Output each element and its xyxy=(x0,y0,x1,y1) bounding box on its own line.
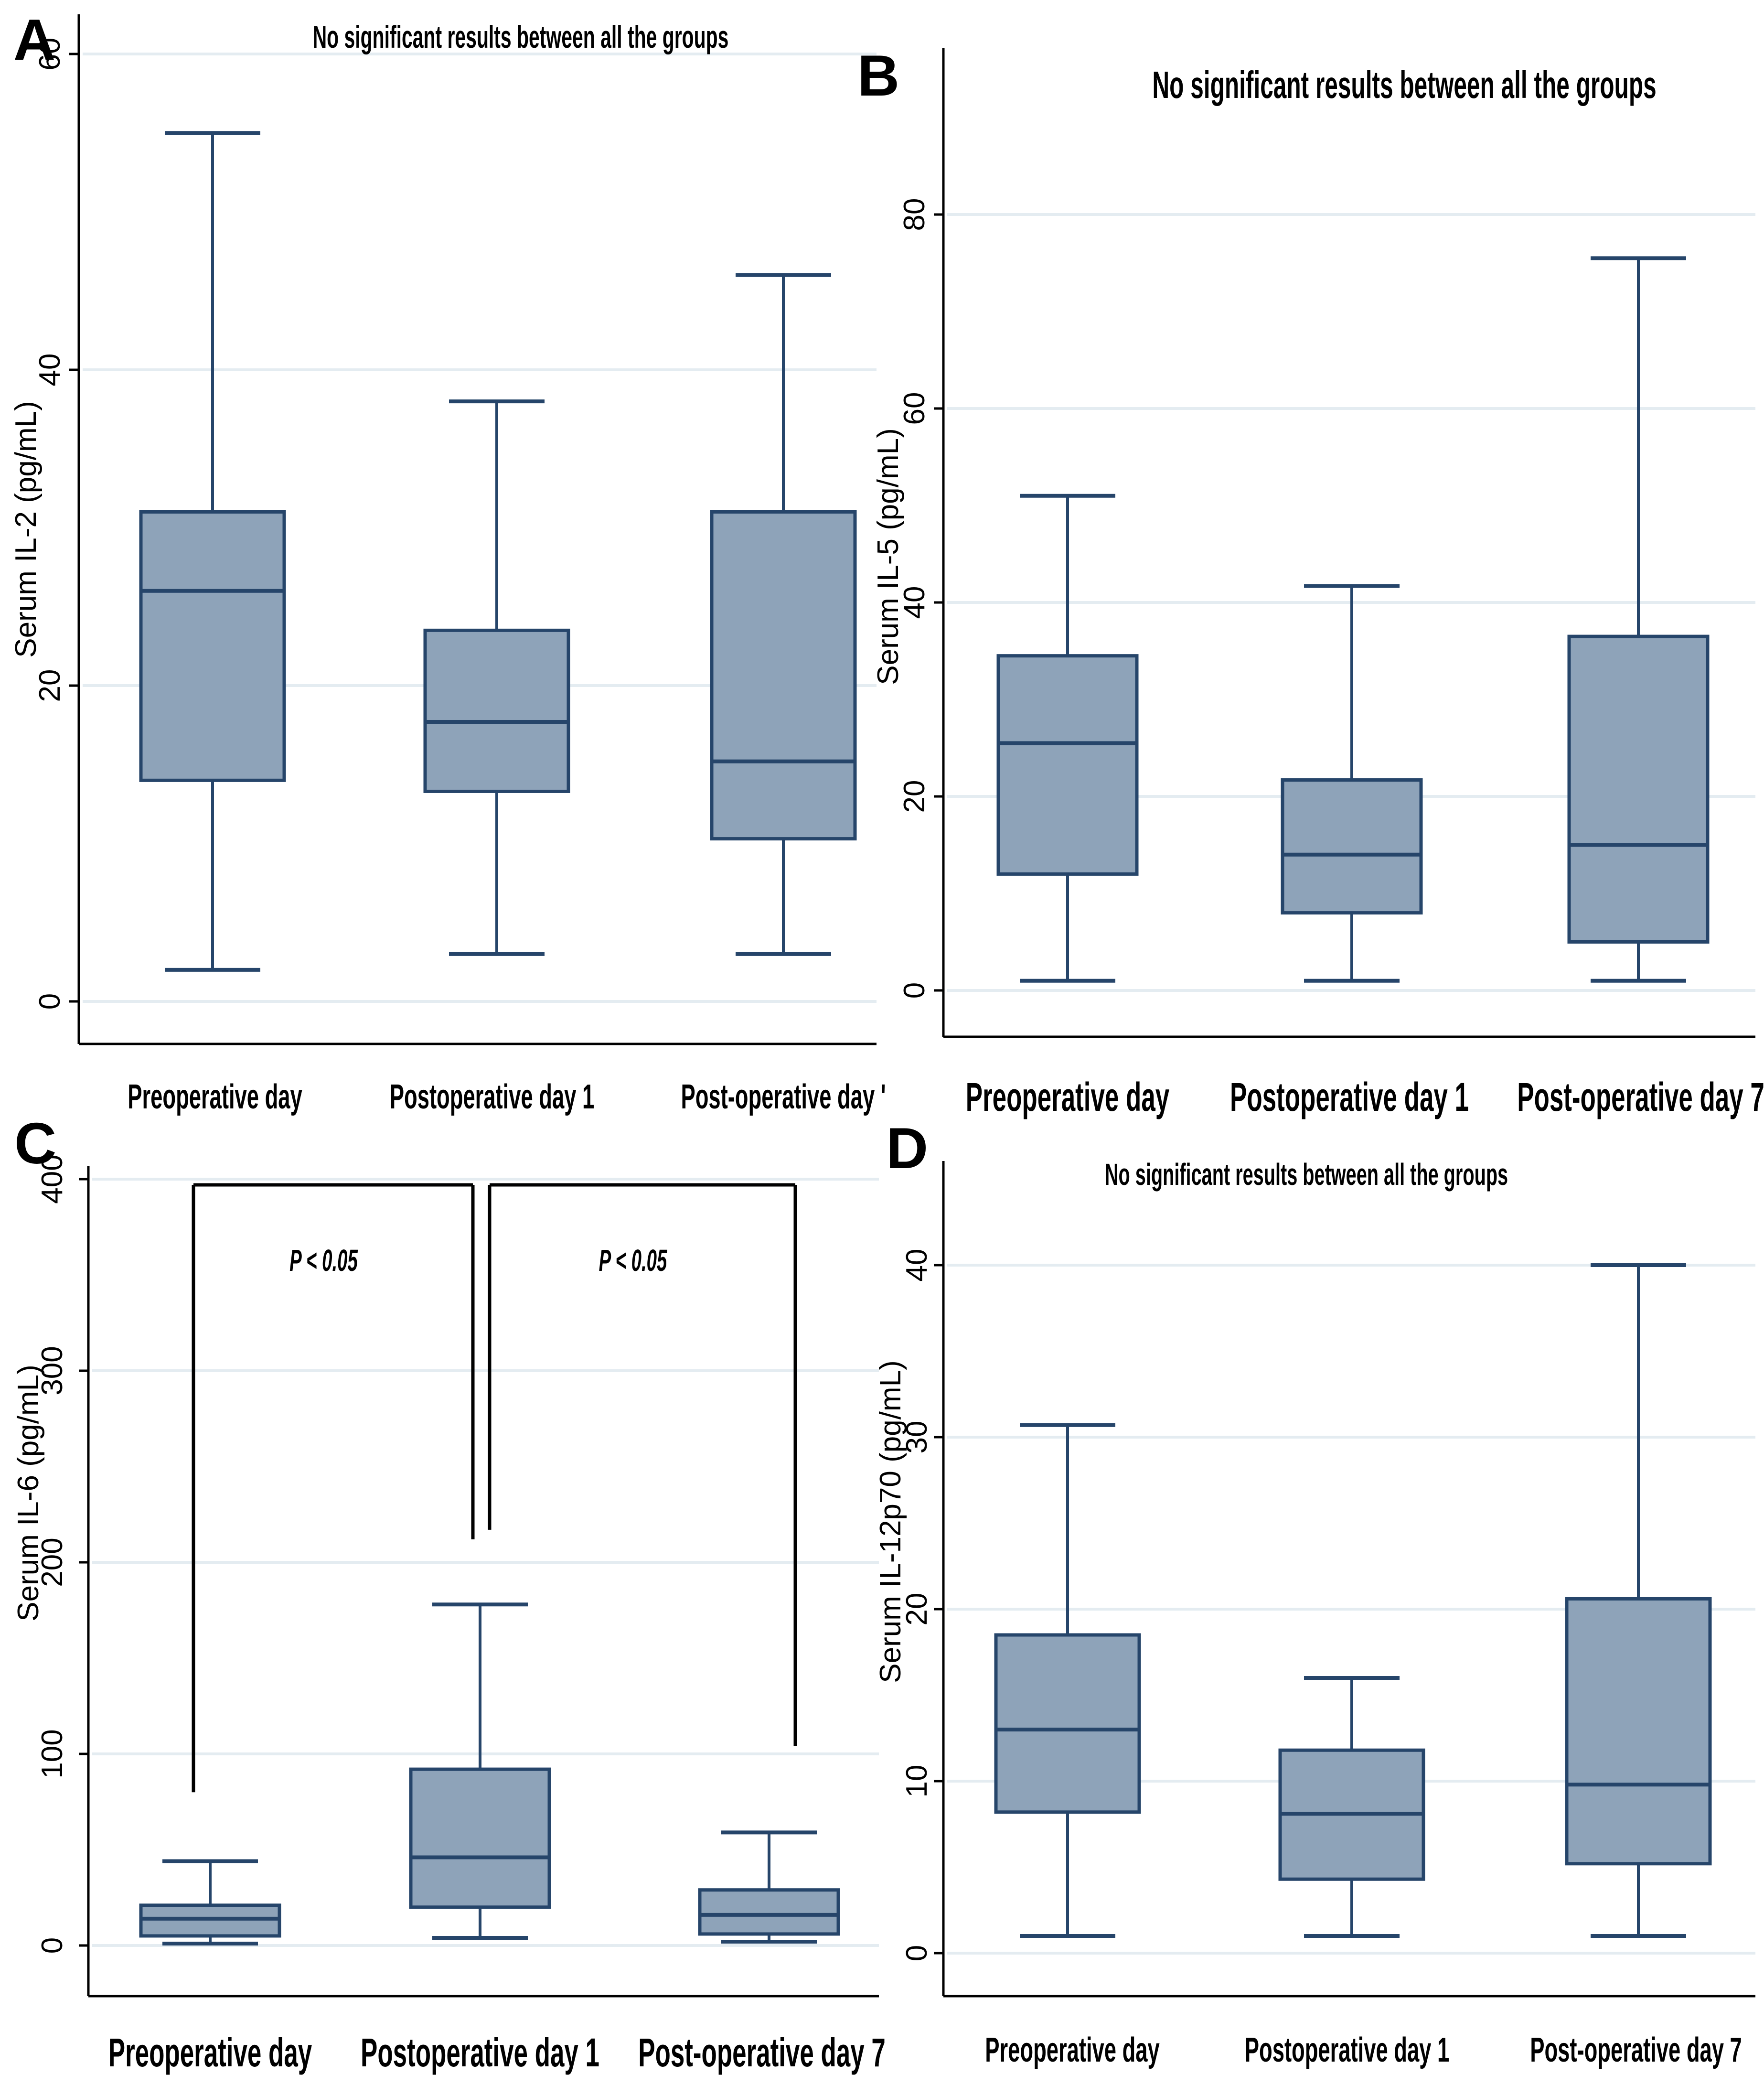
category-label-2-wrap: Post-operative day 7 xyxy=(1530,2031,1742,2069)
category-label-2: Post-operative day 7 xyxy=(638,2030,886,2075)
box-2-iqr xyxy=(710,510,857,841)
panel-letter-c: C xyxy=(14,1111,56,1176)
category-label-2: Post-operative day 7 xyxy=(1517,1074,1764,1119)
box-0-iqr xyxy=(994,1633,1141,1814)
box-0-iqr xyxy=(139,510,286,782)
chart-title-wrap: No significant results between all the g… xyxy=(1152,64,1656,107)
box-1-iqr xyxy=(423,628,570,793)
box-1 xyxy=(1281,584,1423,983)
bracket-0-label-wrap: P < 0.05 xyxy=(289,1244,358,1278)
category-label-1: Postoperative day 1 xyxy=(361,2030,599,2075)
category-label-2-wrap: Post-operative day 7 xyxy=(1517,1074,1764,1119)
category-label-0-wrap: Preoperative day xyxy=(985,2031,1160,2069)
y-tick-label-1: 20 xyxy=(33,669,66,702)
box-0 xyxy=(139,1859,281,1945)
y-tick-label-1: 100 xyxy=(36,1729,69,1778)
box-2-iqr xyxy=(1565,1597,1712,1866)
y-tick-label-2: 40 xyxy=(898,586,931,619)
box-2-iqr xyxy=(698,1888,840,1936)
y-tick-label-4: 400 xyxy=(36,1154,69,1204)
y-tick-label-1: 20 xyxy=(898,780,931,813)
category-label-1: Postoperative day 1 xyxy=(1245,2031,1449,2069)
box-1-iqr xyxy=(1281,778,1423,915)
box-1 xyxy=(423,399,570,956)
y-tick-label-0: 0 xyxy=(900,1945,933,1961)
y-axis-label: Serum IL-12p70 (pg/mL) xyxy=(874,1360,907,1683)
box-2-iqr xyxy=(1567,634,1710,944)
box-1 xyxy=(1278,1676,1425,1938)
y-axis-label: Serum IL-6 (pg/mL) xyxy=(12,1365,45,1622)
panel-b: 0 20 40 60 80 Serum IL-5 (pg/mL) No significan… xyxy=(857,43,1764,1119)
y-tick-label-3: 30 xyxy=(900,1421,933,1454)
category-label-1-wrap: Postoperative day 1 xyxy=(361,2030,599,2075)
y-tick-label-3: 300 xyxy=(36,1346,69,1395)
significance-bracket-0: P < 0.05 xyxy=(192,1183,475,1793)
bracket-0-label: P < 0.05 xyxy=(289,1244,358,1278)
box-2 xyxy=(1567,256,1710,983)
category-label-2: Post-operative day 7 xyxy=(1530,2031,1742,2069)
category-label-0-wrap: Preoperative day xyxy=(966,1074,1169,1119)
category-label-0: Preoperative day xyxy=(966,1074,1169,1119)
category-label-1: Postoperative day 1 xyxy=(390,1077,594,1116)
category-label-0-wrap: Preoperative day xyxy=(128,1077,302,1116)
y-tick-label-2: 20 xyxy=(900,1593,933,1626)
box-0 xyxy=(139,131,286,972)
y-tick-label-4: 80 xyxy=(898,198,931,231)
y-axis-label: Serum IL-2 (pg/mL) xyxy=(10,401,43,658)
panel-letter-b: B xyxy=(857,43,899,108)
chart-title: No significant results between all the g… xyxy=(1105,1158,1508,1192)
box-0 xyxy=(994,1423,1141,1938)
category-label-2-wrap: Post-operative day 7 xyxy=(638,2030,886,2075)
y-tick-label-0: 0 xyxy=(33,993,66,1010)
category-label-0: Preoperative day xyxy=(108,2030,312,2075)
y-tick-label-3: 60 xyxy=(33,38,66,71)
box-2 xyxy=(1565,1263,1712,1938)
y-tick-label-4: 40 xyxy=(900,1249,933,1282)
box-1 xyxy=(409,1602,551,1940)
category-label-1-wrap: Postoperative day 1 xyxy=(1230,1074,1469,1119)
category-label-1: Postoperative day 1 xyxy=(1230,1074,1469,1119)
panel-d: 0 10 20 30 40 Serum IL-12p70 (pg/mL) No signif… xyxy=(874,1116,1755,2069)
y-tick-label-1: 10 xyxy=(900,1765,933,1798)
category-label-1-wrap: Postoperative day 1 xyxy=(390,1077,594,1116)
panels-group: 0 20 40 60 Serum IL-2 (pg/mL) No significant … xyxy=(10,7,1764,2075)
box-0-iqr xyxy=(996,654,1139,876)
chart-title-wrap: No significant results between all the g… xyxy=(313,19,729,55)
box-0-iqr xyxy=(139,1903,281,1938)
y-tick-label-2: 40 xyxy=(33,354,66,387)
y-tick-label-2: 200 xyxy=(36,1537,69,1587)
bracket-1-label: P < 0.05 xyxy=(599,1244,667,1278)
panel-letter-d: D xyxy=(886,1116,928,1181)
bracket-1-label-wrap: P < 0.05 xyxy=(599,1244,667,1278)
category-label-0: Preoperative day xyxy=(128,1077,302,1116)
category-label-0: Preoperative day xyxy=(985,2031,1160,2069)
y-axis-label: Serum IL-5 (pg/mL) xyxy=(872,428,905,685)
box-2 xyxy=(698,1830,840,1944)
chart-title: No significant results between all the g… xyxy=(313,19,729,55)
y-tick-label-0: 0 xyxy=(898,982,931,999)
panel-a: 0 20 40 60 Serum IL-2 (pg/mL) No significant … xyxy=(10,7,886,1116)
category-label-1-wrap: Postoperative day 1 xyxy=(1245,2031,1449,2069)
chart-title-wrap: No significant results between all the g… xyxy=(1105,1158,1508,1192)
category-label-2: Post-operative day ' xyxy=(681,1077,886,1116)
box-1-iqr xyxy=(409,1767,551,1909)
box-0 xyxy=(996,494,1139,983)
panel-letter-a: A xyxy=(13,7,55,72)
significance-bracket-1: P < 0.05 xyxy=(488,1183,797,1746)
y-tick-label-0: 0 xyxy=(36,1937,69,1954)
chart-title: No significant results between all the g… xyxy=(1152,64,1656,107)
box-2 xyxy=(710,273,857,956)
y-tick-label-3: 60 xyxy=(898,392,931,425)
category-label-2-wrap: Post-operative day ' xyxy=(681,1077,886,1116)
panel-c: 0 100 200 300 400 Serum IL-6 (pg/mL) Preoperat… xyxy=(12,1111,886,2075)
category-label-0-wrap: Preoperative day xyxy=(108,2030,312,2075)
